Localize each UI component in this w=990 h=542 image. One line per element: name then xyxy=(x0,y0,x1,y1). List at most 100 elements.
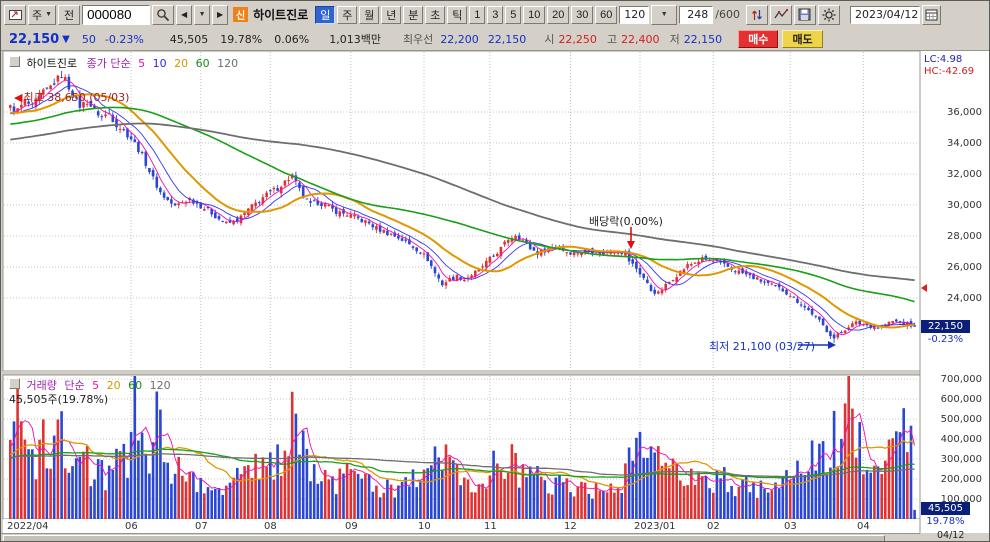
zigzag-icon xyxy=(774,9,788,19)
settings-gear-icon xyxy=(822,8,836,21)
tab-second[interactable]: 초 xyxy=(425,5,446,24)
x-axis-label: 10 xyxy=(418,521,431,532)
low-annotation: 최저 21,100 (03/27) xyxy=(709,340,816,353)
tab-day[interactable]: 일 xyxy=(315,5,336,24)
search-icon[interactable] xyxy=(152,4,175,25)
date-input[interactable]: 2023/04/12 xyxy=(849,5,920,24)
interval-3-button[interactable]: 3 xyxy=(487,5,504,24)
low-arrow-icon xyxy=(798,341,836,349)
ma20-label: 20 xyxy=(174,57,189,70)
chart-layout-icon[interactable] xyxy=(4,4,26,25)
gear-icon[interactable] xyxy=(817,4,840,25)
window-arrow-icon xyxy=(8,10,22,20)
volume-axis-label: 200,000 xyxy=(940,474,982,485)
high-price: 22,400 xyxy=(621,32,660,46)
interval-10-button[interactable]: 10 xyxy=(523,5,546,24)
low-price: 22,150 xyxy=(683,32,723,46)
price-change: 50 xyxy=(81,32,96,46)
buy-button[interactable]: 매수 xyxy=(738,30,779,48)
jeon-button[interactable]: 전 xyxy=(58,4,81,25)
x-axis-label: 06 xyxy=(125,521,138,532)
tab-minute[interactable]: 분 xyxy=(403,5,424,24)
tab-month[interactable]: 월 xyxy=(359,5,380,24)
current-volume-pct: 19.78% xyxy=(926,516,965,527)
down-arrow-icon: ▼ xyxy=(62,33,70,45)
tab-year[interactable]: 년 xyxy=(381,5,402,24)
bar-count-input[interactable]: 248 xyxy=(679,5,714,24)
period-scope-combo[interactable]: 주 ▼ xyxy=(28,4,57,25)
stock-list-dropdown[interactable]: ▼ xyxy=(194,4,211,25)
best-quote-label: 최우선 xyxy=(402,33,434,46)
x-axis-label: 2022/04 xyxy=(7,521,49,532)
calendar-grid-icon xyxy=(925,9,938,21)
legend-kind: 종가 단순 xyxy=(86,57,131,70)
volume-pane-legend: 거래량 단순 5 20 60 120 xyxy=(9,377,171,393)
interval-20-button[interactable]: 20 xyxy=(547,5,570,24)
price-axis-label: 36,000 xyxy=(947,107,982,118)
chevron-down-icon: ▼ xyxy=(45,11,53,18)
volume-axis-label: 500,000 xyxy=(940,414,982,425)
interval-60-button[interactable]: 60 xyxy=(595,5,618,24)
arrow-left-icon: ◀ xyxy=(14,91,23,104)
volume-legend-kind: 단순 xyxy=(64,379,85,392)
volume-current: 45,505주(19.78%) xyxy=(9,393,109,406)
chevron-down-icon: ▼ xyxy=(198,11,206,18)
x-axis-label: 11 xyxy=(484,521,497,532)
tab-week[interactable]: 주 xyxy=(337,5,358,24)
trade-value: 1,013백만 xyxy=(329,33,381,46)
legend-stock-name: 하이트진로 xyxy=(26,57,78,70)
ma120-label: 120 xyxy=(217,57,239,70)
x-axis-label: 09 xyxy=(345,521,358,532)
ma10-label: 10 xyxy=(152,57,167,70)
pane-toggle-icon[interactable] xyxy=(9,56,20,67)
x-axis-label: 2023/01 xyxy=(634,521,676,532)
volume-legend-name: 거래량 xyxy=(26,379,57,392)
toolbar: 주 ▼ 전 ◀ ▼ ▶ 신 하이트진로 일 주 월 년 분 초 틱 1 3 5 … xyxy=(1,1,989,29)
horizontal-scrollbar[interactable] xyxy=(1,533,920,541)
indicator-dropdown[interactable]: ▼ xyxy=(651,4,678,25)
new-badge: 신 xyxy=(233,7,249,22)
compare-icon[interactable] xyxy=(745,4,768,25)
save-icon[interactable] xyxy=(793,4,816,25)
exdiv-annotation: 배당락(0.00%) xyxy=(589,215,663,228)
calendar-icon[interactable] xyxy=(921,4,941,25)
high-annotation-text: 최고 38,650 (05/03) xyxy=(23,91,130,104)
trendline-icon[interactable] xyxy=(769,4,792,25)
open-label: 시 xyxy=(544,33,555,46)
current-volume-badge: 45,505 xyxy=(921,502,970,515)
stock-name: 하이트진로 xyxy=(253,8,309,22)
interval-5-button[interactable]: 5 xyxy=(505,5,522,24)
low-label: 저 xyxy=(669,33,680,46)
price-axis-label: 30,000 xyxy=(947,200,982,211)
axis-price-marker xyxy=(921,284,927,292)
next-stock-button[interactable]: ▶ xyxy=(212,4,229,25)
exdiv-arrow-icon xyxy=(627,227,635,249)
volume-axis-label: 300,000 xyxy=(940,454,982,465)
price-change-pct: -0.23% xyxy=(104,32,144,46)
interval-1-button[interactable]: 1 xyxy=(469,5,486,24)
period-scope-label: 주 xyxy=(32,9,43,22)
vma5-label: 5 xyxy=(92,379,100,392)
stock-code-input[interactable] xyxy=(82,4,151,25)
price-axis-label: 24,000 xyxy=(947,293,982,304)
scrollbar-thumb[interactable] xyxy=(3,535,885,541)
interval-30-button[interactable]: 30 xyxy=(571,5,594,24)
pane-toggle-icon[interactable] xyxy=(9,378,20,389)
interval-input[interactable]: 120 xyxy=(619,5,650,24)
price-axis-label: 26,000 xyxy=(947,262,982,273)
volume-axis-label: 400,000 xyxy=(940,434,982,445)
best-bid: 22,150 xyxy=(487,32,527,46)
ma5-label: 5 xyxy=(138,57,146,70)
high-label: 고 xyxy=(606,33,618,46)
chevron-down-icon: ▼ xyxy=(660,11,668,18)
current-price-pct: -0.23% xyxy=(927,334,964,345)
volume-value: 45,505 xyxy=(169,32,209,46)
sell-button[interactable]: 매도 xyxy=(782,30,823,48)
prev-stock-button[interactable]: ◀ xyxy=(176,4,193,25)
price-axis-label: 32,000 xyxy=(947,169,982,180)
tab-tick[interactable]: 틱 xyxy=(447,5,468,24)
vma60-label: 60 xyxy=(128,379,143,392)
current-price-badge: 22,150 xyxy=(921,320,970,333)
volume-axis-label: 600,000 xyxy=(940,394,982,405)
